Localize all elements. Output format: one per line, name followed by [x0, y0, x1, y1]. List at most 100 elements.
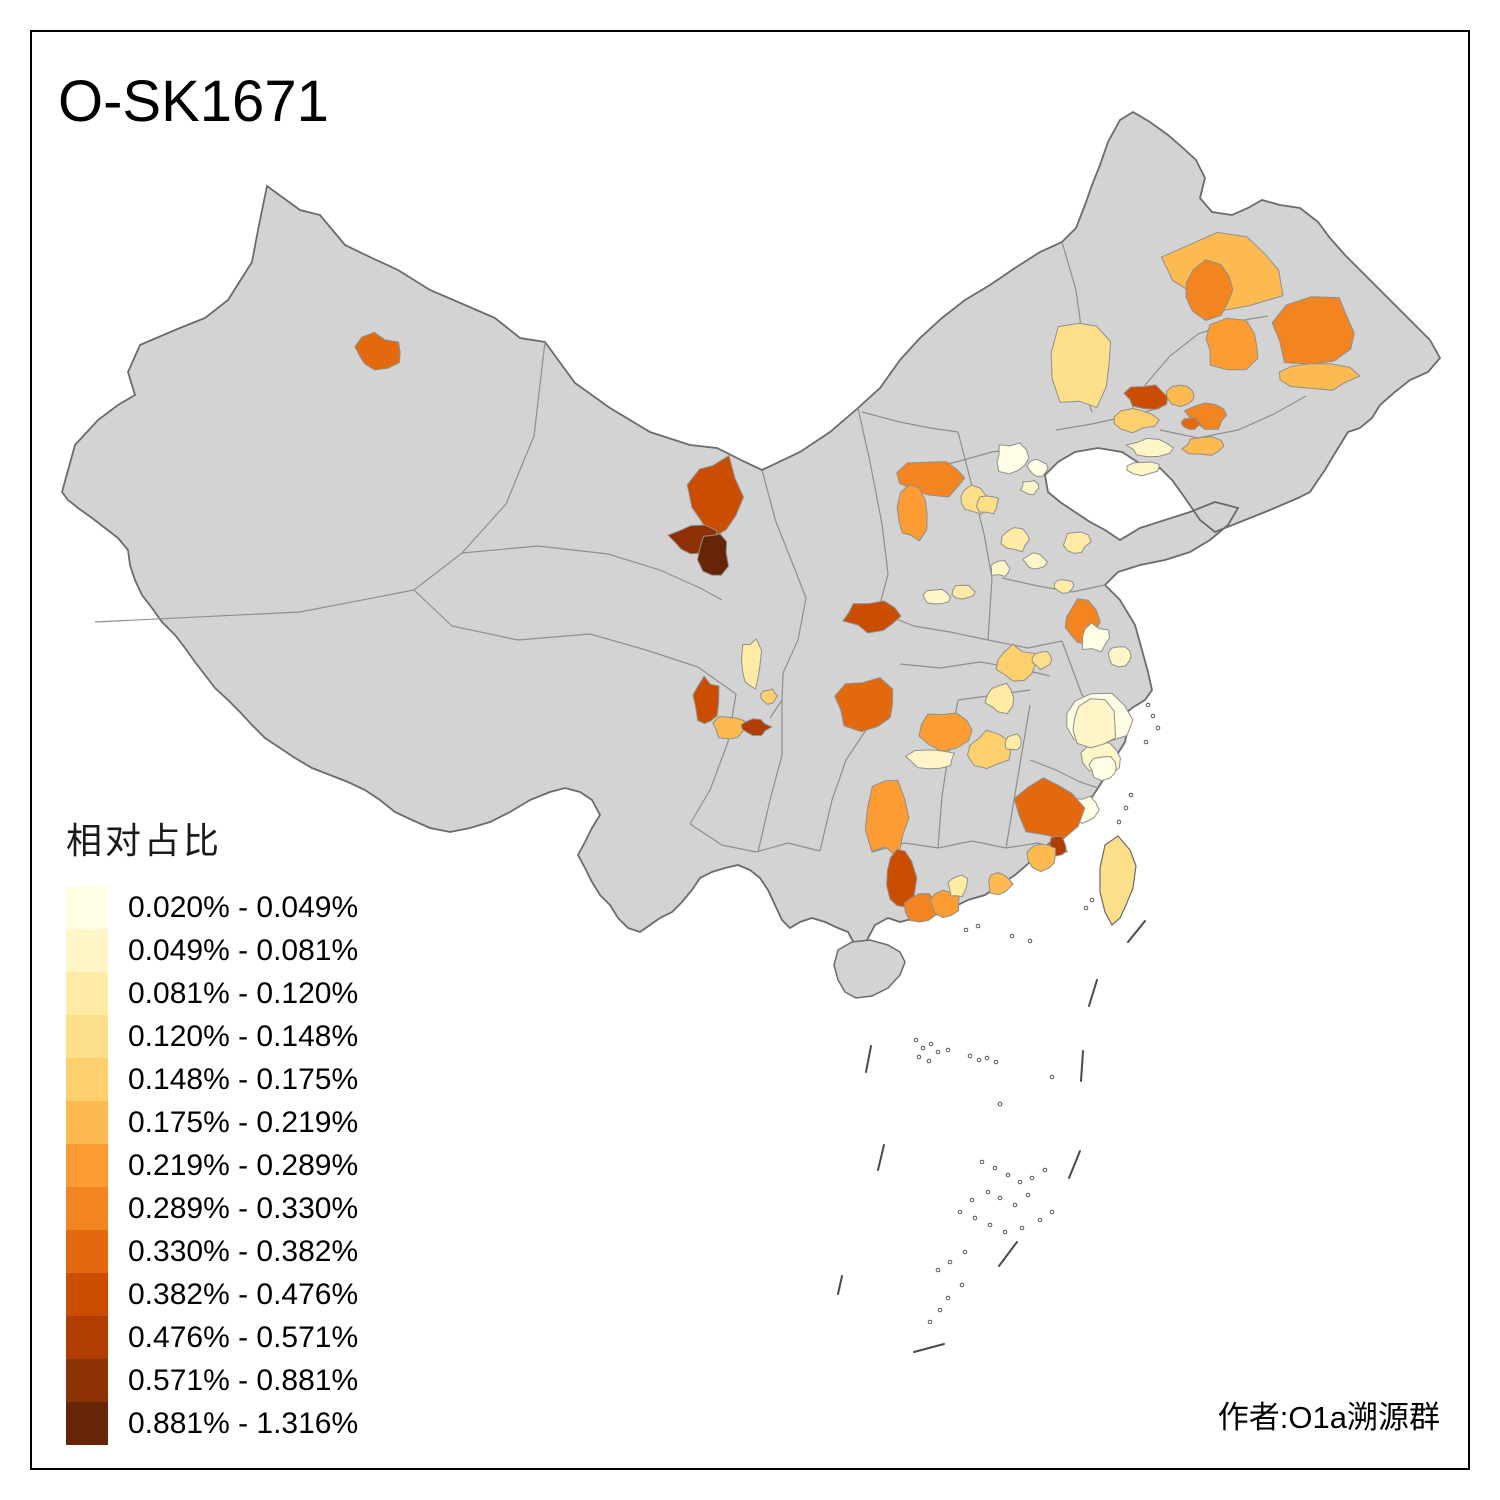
island-dot — [1002, 1229, 1008, 1235]
legend-label: 0.881% - 1.316% — [128, 1406, 359, 1440]
map-region — [990, 559, 1011, 577]
island-dot — [1145, 702, 1151, 708]
island-dot — [945, 1295, 951, 1301]
map-region — [1125, 437, 1175, 458]
island-dot — [976, 1057, 982, 1063]
map-region — [1183, 402, 1228, 430]
map-region — [696, 533, 730, 576]
dash-segment — [1088, 979, 1098, 1007]
legend-label: 0.020% - 0.049% — [128, 890, 359, 924]
province-borders — [94, 241, 1307, 853]
map-region — [1165, 384, 1195, 408]
map-region — [947, 874, 969, 898]
island-dot — [967, 1053, 973, 1059]
legend-item: 0.289% - 0.330% — [66, 1187, 358, 1230]
map-region — [686, 454, 745, 539]
nine-dash-line — [837, 920, 1146, 1353]
legend-title: 相对占比 — [66, 820, 223, 861]
map-region — [903, 893, 939, 923]
island-dot — [913, 1037, 919, 1043]
map-region — [995, 643, 1036, 682]
island-dot — [927, 1319, 933, 1325]
island-dot — [1012, 1202, 1018, 1208]
legend-swatch — [66, 1144, 108, 1187]
map-region — [1278, 363, 1361, 391]
dash-segment — [1068, 1150, 1081, 1179]
legend-item: 0.219% - 0.289% — [66, 1144, 358, 1187]
plot-frame — [30, 30, 1470, 1470]
map-region — [1081, 622, 1110, 653]
island-dot — [1155, 725, 1161, 731]
island-dot — [1005, 1172, 1011, 1178]
island-dot — [935, 1267, 941, 1273]
legend-label: 0.175% - 0.219% — [128, 1105, 359, 1139]
legend-label: 0.148% - 0.175% — [128, 1062, 359, 1096]
legend-item: 0.148% - 0.175% — [66, 1058, 358, 1101]
legend-swatch — [66, 1058, 108, 1101]
island-dot — [937, 1307, 943, 1313]
dash-segment — [1127, 920, 1146, 943]
dash-segment — [998, 1241, 1018, 1267]
island-dot — [1116, 819, 1122, 825]
island-dot — [1123, 805, 1129, 811]
island-dot — [926, 1058, 932, 1064]
dash-segment — [877, 1144, 885, 1171]
map-region — [760, 688, 779, 705]
legend-item: 0.049% - 0.081% — [66, 929, 358, 972]
island-dot — [985, 1189, 991, 1195]
island-dot — [962, 1249, 968, 1255]
island-dot — [975, 923, 981, 929]
map-title: O-SK1671 — [58, 69, 329, 134]
legend-swatch — [66, 1187, 108, 1230]
legend-item: 0.175% - 0.219% — [66, 1101, 358, 1144]
legend-label: 0.382% - 0.476% — [128, 1277, 359, 1311]
legend-item: 0.081% - 0.120% — [66, 972, 358, 1015]
legend-label: 0.330% - 0.382% — [128, 1234, 359, 1268]
map-region — [1088, 755, 1117, 782]
taiwan-island — [1099, 835, 1137, 926]
legend-swatch — [66, 1230, 108, 1273]
map-region — [692, 675, 720, 725]
legend-swatch — [66, 1359, 108, 1402]
island-dot — [947, 1259, 953, 1265]
legend-swatch — [66, 1316, 108, 1359]
island-dot — [1049, 1074, 1055, 1080]
island-dot — [1083, 905, 1089, 911]
map-region — [1062, 531, 1092, 554]
dash-segment — [1080, 1050, 1084, 1082]
legend-swatch — [66, 972, 108, 1015]
legend-swatch — [66, 929, 108, 972]
island-dot — [920, 1045, 926, 1051]
map-region — [951, 584, 976, 600]
island-dot — [984, 1055, 990, 1061]
island-dot — [1049, 1209, 1055, 1215]
legend-label: 0.120% - 0.148% — [128, 1019, 359, 1053]
map-region — [834, 677, 894, 733]
island-dot — [1025, 1192, 1031, 1198]
legend-swatch — [66, 1402, 108, 1445]
legend-label: 0.571% - 0.881% — [128, 1363, 359, 1397]
legend-item: 0.476% - 0.571% — [66, 1316, 358, 1359]
legend-swatch — [66, 1101, 108, 1144]
map-region — [1053, 579, 1075, 594]
legend-item: 0.020% - 0.049% — [66, 886, 358, 929]
island-dot — [987, 1222, 993, 1228]
island-dot — [1150, 713, 1156, 719]
island-dot — [935, 1049, 941, 1055]
map-region — [1022, 552, 1049, 570]
island-dot — [1017, 1179, 1023, 1185]
map-region — [354, 331, 401, 371]
map-region — [984, 682, 1015, 715]
map-region — [1004, 733, 1022, 751]
hainan-island — [833, 939, 906, 999]
map-region — [1113, 407, 1160, 434]
legend-label: 0.476% - 0.571% — [128, 1320, 359, 1354]
legend: 相对占比 0.020% - 0.049% 0.049% - 0.081% 0.081… — [66, 812, 358, 1445]
island-dot — [979, 1159, 985, 1165]
island-dot — [928, 1041, 934, 1047]
legend-swatch — [66, 1273, 108, 1316]
map-region — [1185, 259, 1234, 321]
legend-label: 0.219% - 0.289% — [128, 1148, 359, 1182]
map-region — [1000, 527, 1030, 553]
